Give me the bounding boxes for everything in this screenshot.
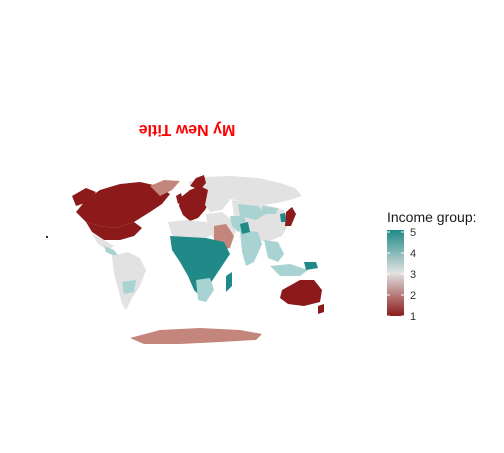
region-canada (76, 182, 170, 228)
region-island (46, 236, 48, 238)
region-uk (176, 193, 183, 204)
legend-ticks: 5 4 3 2 1 (387, 227, 416, 323)
region-russia (188, 176, 302, 205)
legend-colorbar (387, 230, 404, 316)
legend-tick-label: 2 (410, 290, 416, 302)
region-mongolia (262, 206, 278, 214)
region-papua (304, 262, 318, 270)
region-eastern-europe (205, 190, 230, 212)
region-antarctica (130, 328, 262, 344)
region-mexico (92, 234, 114, 250)
region-alaska (72, 188, 96, 206)
map-land (46, 175, 324, 344)
region-southern-africa (196, 278, 214, 302)
legend-tick-label: 5 (410, 227, 416, 239)
region-north-africa (168, 220, 214, 238)
region-greenland (150, 180, 180, 196)
region-new-zealand (318, 304, 324, 314)
region-scandinavia (190, 175, 206, 190)
region-indonesia (270, 264, 308, 276)
region-australia (280, 280, 322, 306)
legend: Income group: 5 4 3 2 1 (387, 209, 477, 323)
legend-title: Income group: (387, 209, 477, 225)
region-usa (86, 222, 142, 240)
region-brazil-accent (122, 280, 136, 294)
legend-tick-label: 4 (410, 248, 416, 260)
legend-tick-label: 1 (410, 311, 416, 323)
map-title: My New Title (139, 121, 236, 138)
region-india (240, 230, 262, 266)
region-sub-saharan-africa (170, 236, 230, 296)
region-pakistan (240, 222, 250, 234)
region-western-europe (179, 186, 210, 221)
region-japan (285, 207, 296, 226)
region-korea (280, 213, 286, 222)
region-kazakhstan (238, 204, 266, 220)
region-southeast-asia (264, 240, 284, 262)
legend-tick-label: 3 (410, 269, 416, 281)
region-madagascar (226, 272, 232, 292)
